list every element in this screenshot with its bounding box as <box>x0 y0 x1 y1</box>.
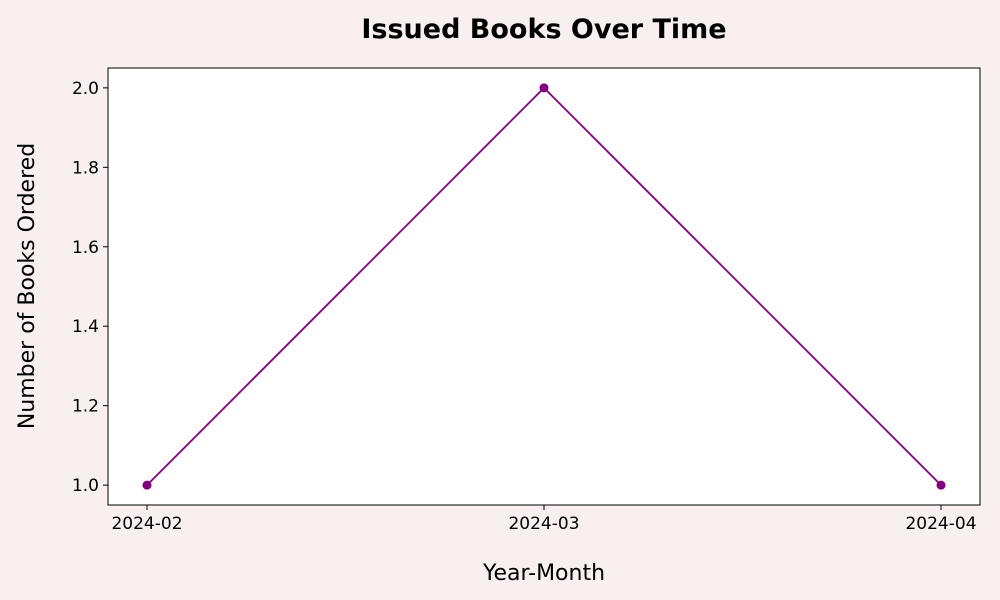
y-tick-label: 1.6 <box>72 238 99 258</box>
y-axis: 1.0 1.2 1.4 1.6 1.8 2.0 <box>72 79 108 496</box>
x-tick-label: 2024-02 <box>111 514 182 534</box>
series-group <box>142 83 946 490</box>
data-point <box>539 83 549 93</box>
y-axis-label: Number of Books Ordered <box>15 143 40 429</box>
data-point <box>142 480 152 490</box>
y-tick-label: 1.2 <box>72 397 99 417</box>
x-axis-label: Year-Month <box>482 561 605 586</box>
data-point <box>936 480 946 490</box>
x-tick-label: 2024-03 <box>508 514 579 534</box>
plot-area <box>107 67 981 506</box>
y-tick-label: 1.0 <box>72 476 99 496</box>
x-axis: 2024-02 2024-03 2024-04 <box>111 505 977 534</box>
y-tick-label: 2.0 <box>72 79 99 99</box>
chart-title: Issued Books Over Time <box>361 14 726 45</box>
x-tick-label: 2024-04 <box>905 514 976 534</box>
y-tick-label: 1.8 <box>72 158 99 178</box>
y-tick-label: 1.4 <box>72 317 99 337</box>
